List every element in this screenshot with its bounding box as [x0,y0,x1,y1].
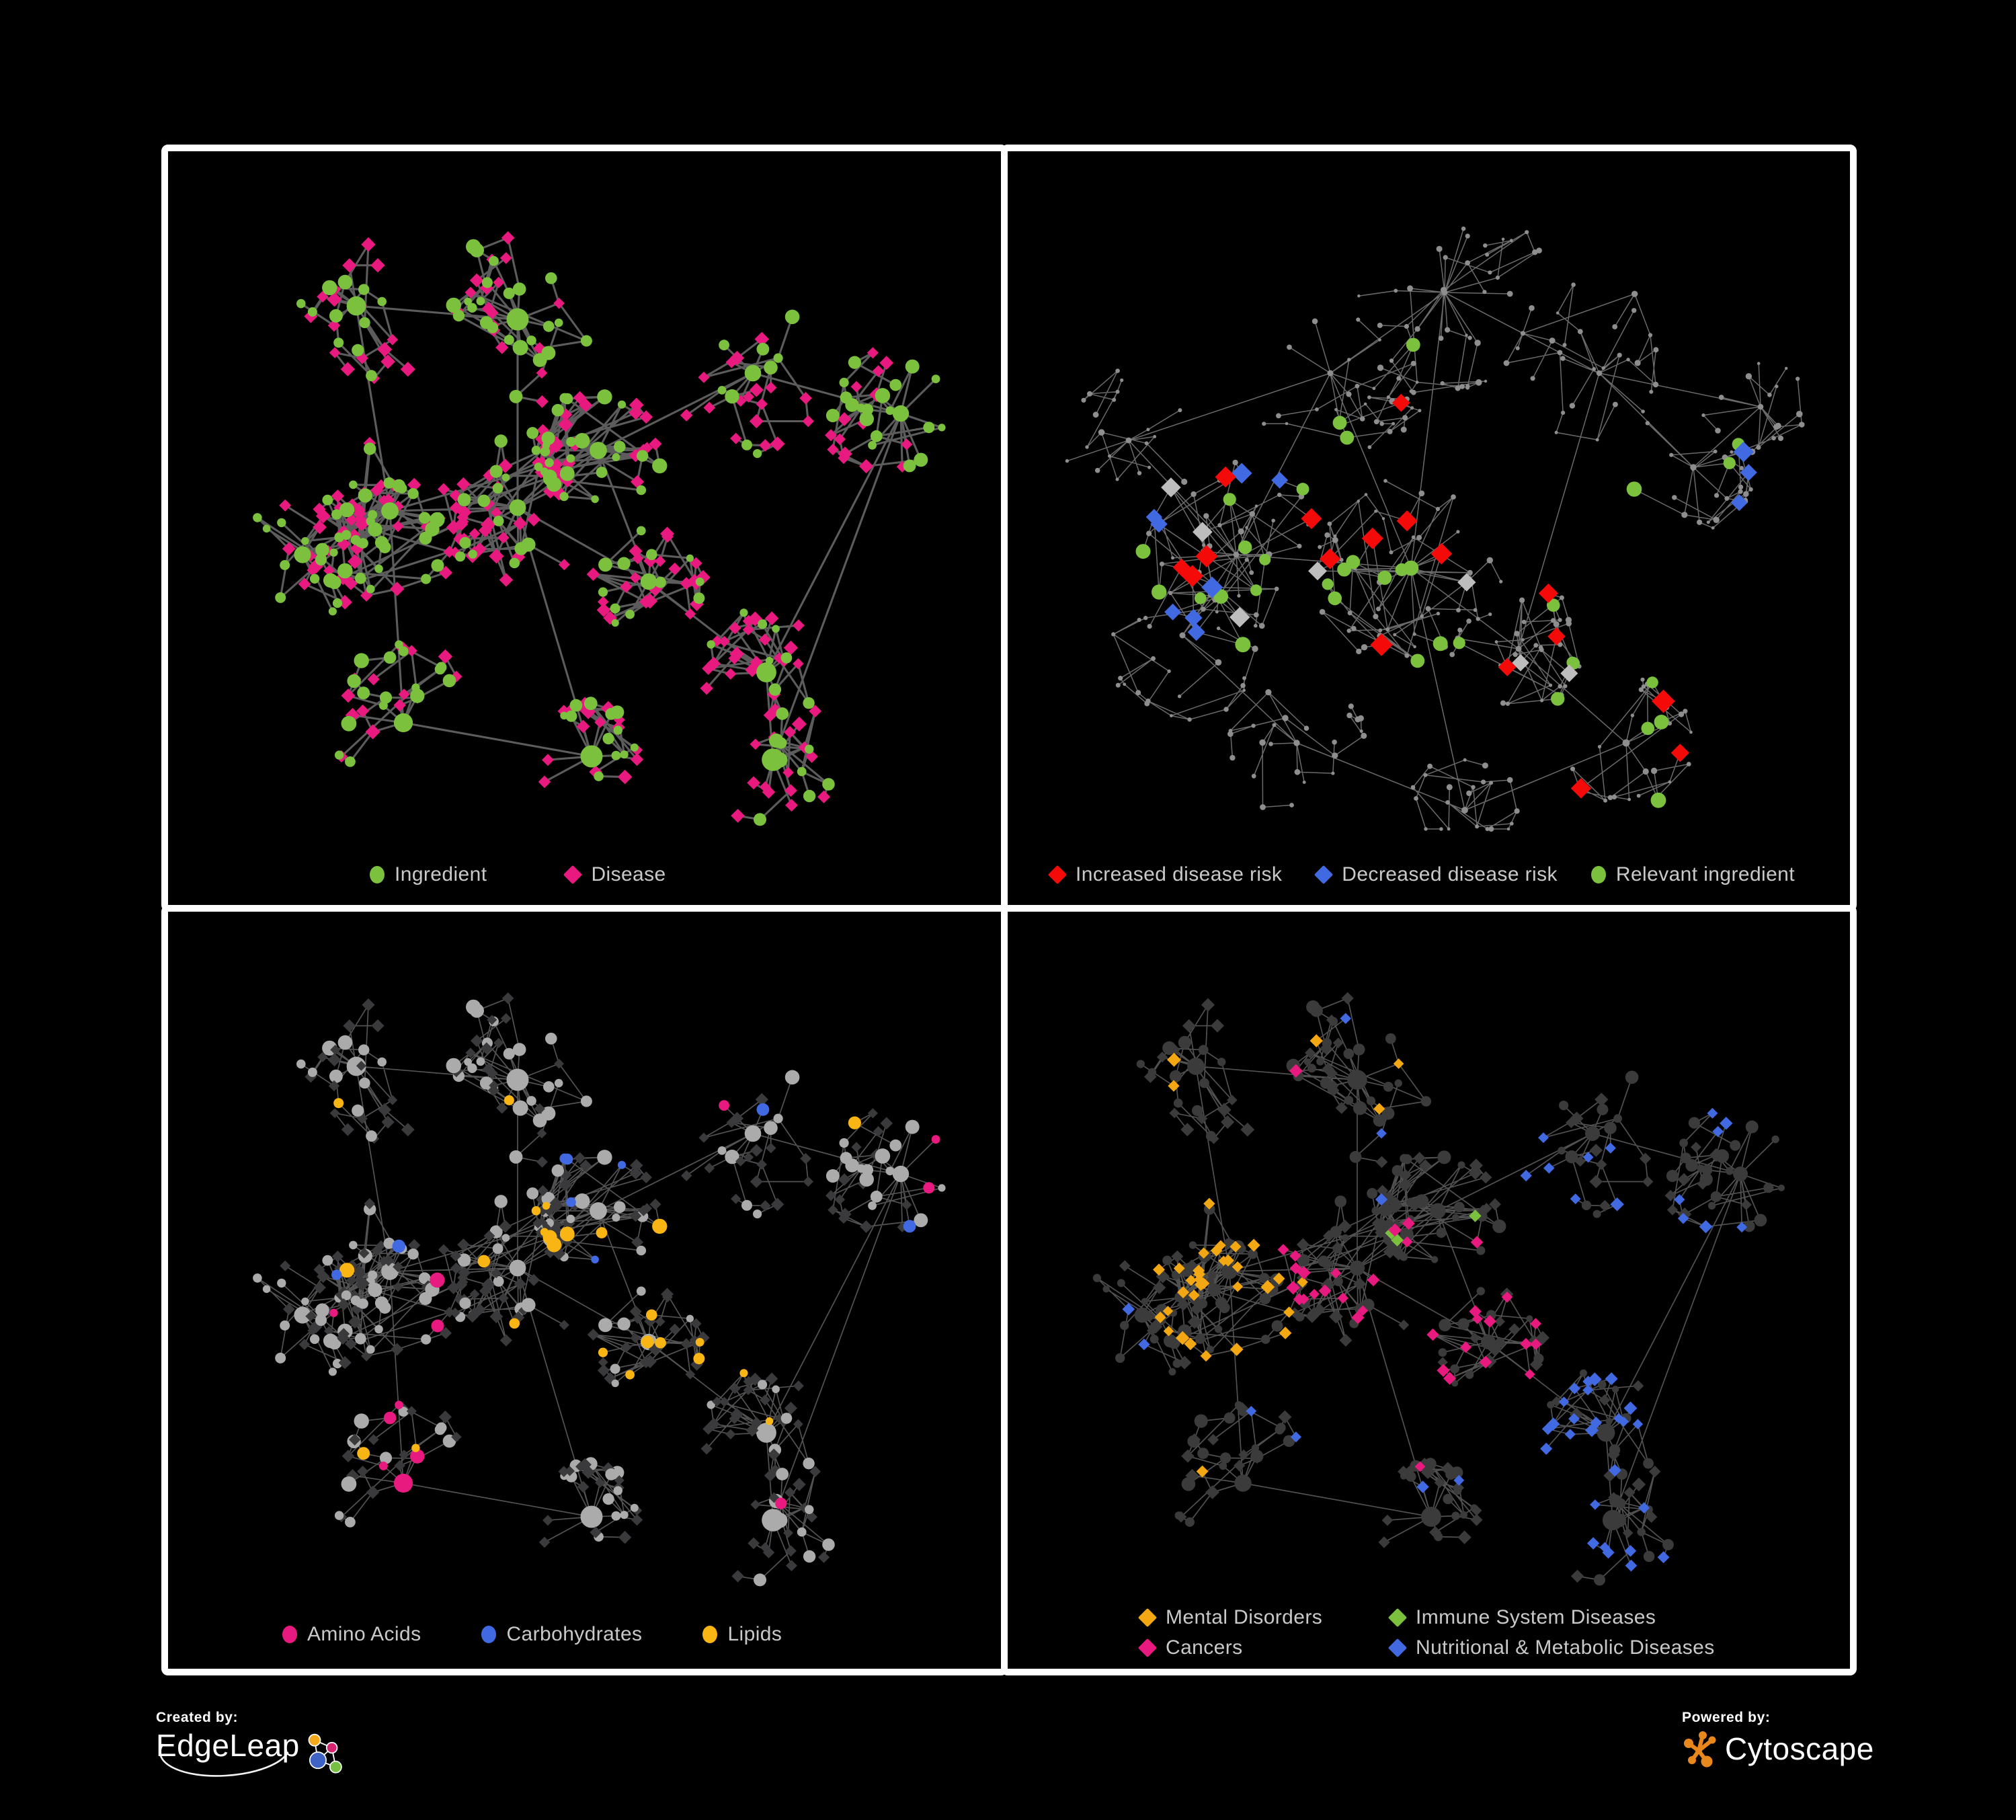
network-canvas-disease-classes [1092,992,1785,1586]
legend-item-lipids: Lipids [702,1624,782,1645]
circle-marker-icon [481,1626,497,1643]
circle-marker-icon [702,1626,718,1643]
diamond-marker-icon [1137,1638,1158,1658]
legend-label: Ingredient [395,863,487,885]
legend-ingredient-disease: Ingredient Disease [370,865,666,885]
legend-item-disease: Disease [563,863,666,885]
cytoscape-branding: Powered by: Cytoscape [1682,1710,1964,1784]
network-panel-nutrient-classes: Amino Acids Carbohydrates Lipids [161,905,1008,1675]
legend-label: Disease [591,863,666,885]
cytoscape-logo-text: Cytoscape [1725,1731,1874,1766]
diamond-marker-icon [1314,865,1334,885]
legend-label: Relevant ingredient [1615,863,1795,885]
circle-marker-icon [282,1626,297,1643]
legend-item-immune-system-diseases: Immune System Diseases [1387,1606,1715,1628]
legend-item-nutritional-metabolic-diseases: Nutritional & Metabolic Diseases [1387,1636,1715,1659]
legend-item-cancers: Cancers [1137,1636,1389,1659]
legend-item-decreased-risk: Decreased disease risk [1314,863,1558,885]
edgeleap-branding: Created by: EdgeLeap [156,1710,351,1797]
legend-label: Increased disease risk [1076,863,1283,885]
network-panel-disease-risk: Increased disease risk Decreased disease… [1001,145,1857,912]
legend-nutrient-classes: Amino Acids Carbohydrates Lipids [282,1624,782,1645]
network-panel-ingredient-disease: Ingredient Disease [161,145,1008,912]
legend-item-ingredient: Ingredient [370,865,487,885]
legend-label: Amino Acids [307,1623,421,1645]
legend-item-relevant-ingredient: Relevant ingredient [1590,863,1795,885]
legend-item-mental-disorders: Mental Disorders [1137,1606,1389,1628]
diamond-marker-icon [1047,865,1067,885]
diamond-marker-icon [1137,1608,1158,1628]
network-canvas-ingredient-disease [253,231,946,826]
cytoscape-logo-icon [1684,1731,1716,1768]
legend-label: Decreased disease risk [1342,863,1558,885]
diamond-marker-icon [563,865,583,885]
legend-label: Nutritional & Metabolic Diseases [1416,1636,1715,1659]
legend-label: Cancers [1166,1636,1243,1659]
legend-label: Immune System Diseases [1416,1606,1656,1628]
legend-label: Mental Disorders [1166,1606,1323,1628]
legend-item-amino-acids: Amino Acids [282,1624,421,1645]
network-panel-disease-classes: Mental Disorders Immune System Diseases … [1001,905,1857,1675]
edgeleap-logo-icon [308,1733,342,1774]
created-by-label: Created by: [156,1710,239,1725]
legend-label: Carbohydrates [506,1623,643,1645]
legend-label: Lipids [727,1623,782,1645]
legend-disease-classes: Mental Disorders Immune System Diseases … [1137,1606,1715,1659]
diamond-marker-icon [1387,1608,1408,1628]
diamond-marker-icon [1387,1638,1408,1658]
circle-marker-icon [1590,866,1606,883]
powered-by-label: Powered by: [1682,1710,1771,1725]
legend-item-carbohydrates: Carbohydrates [481,1624,642,1645]
network-canvas-disease-risk [1065,226,1805,832]
legend-disease-risk: Increased disease risk Decreased disease… [1047,863,1795,885]
circle-marker-icon [370,866,385,883]
network-canvas-nutrient-classes [253,992,946,1587]
edgeleap-logo-text: EdgeLeap [156,1728,300,1763]
legend-item-increased-risk: Increased disease risk [1047,863,1283,885]
